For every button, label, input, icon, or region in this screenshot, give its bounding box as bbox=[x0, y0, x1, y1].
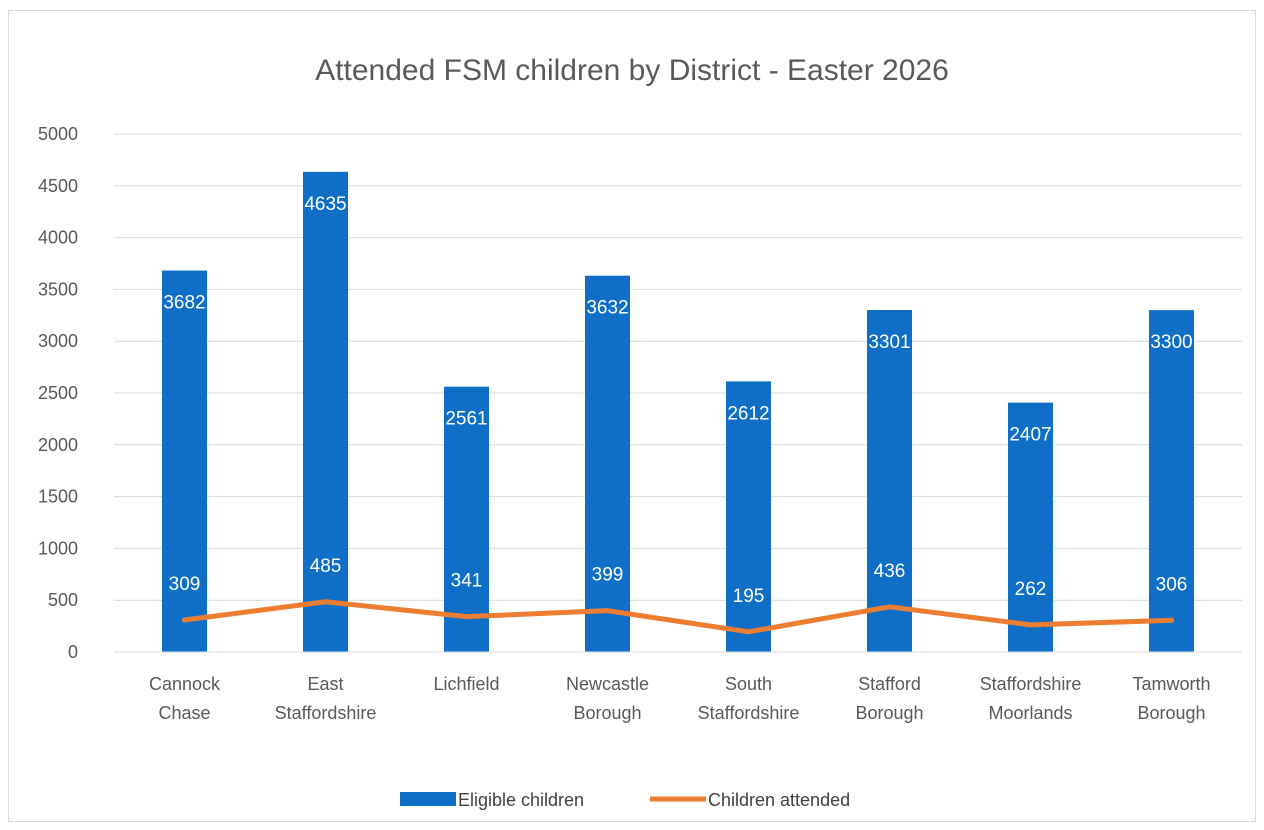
x-tick-label: Newcastle Borough bbox=[566, 674, 649, 723]
bar bbox=[1149, 310, 1194, 652]
x-tick-label: Cannock Chase bbox=[149, 674, 221, 723]
legend-label-eligible: Eligible children bbox=[458, 790, 584, 810]
y-tick-label: 2500 bbox=[38, 383, 78, 403]
line-data-label: 485 bbox=[310, 556, 342, 577]
line-point bbox=[1169, 617, 1174, 623]
line-data-label: 399 bbox=[592, 565, 624, 586]
x-tick-label: Stafford Borough bbox=[855, 674, 923, 723]
bar-data-label: 3300 bbox=[1150, 332, 1192, 353]
chart-title: Attended FSM children by District - East… bbox=[315, 54, 949, 87]
bar-data-label: 3632 bbox=[586, 298, 628, 319]
bar-data-label: 3682 bbox=[163, 293, 205, 314]
legend: Eligible children Children attended bbox=[400, 790, 850, 810]
y-tick-label: 3000 bbox=[38, 331, 78, 351]
line-point bbox=[746, 629, 751, 635]
line-point bbox=[605, 608, 610, 614]
line-point bbox=[887, 604, 892, 610]
line-data-label: 341 bbox=[451, 571, 483, 592]
bar bbox=[162, 270, 207, 652]
y-tick-label: 500 bbox=[48, 590, 78, 610]
bar bbox=[444, 386, 489, 652]
line-data-label: 436 bbox=[874, 561, 906, 582]
x-axis: Cannock Chase East Staffordshire Lichfield Ne… bbox=[114, 651, 1242, 723]
line-point bbox=[464, 614, 469, 620]
bar-data-label: 3301 bbox=[868, 332, 910, 353]
y-tick-label: 4500 bbox=[38, 176, 78, 196]
y-tick-label: 1500 bbox=[38, 487, 78, 507]
bar bbox=[867, 310, 912, 652]
legend-swatch-eligible bbox=[400, 792, 456, 806]
y-tick-label: 3500 bbox=[38, 279, 78, 299]
y-tick-label: 0 bbox=[68, 642, 78, 662]
bar-series: 3682 4635 2561 3632 2612 3301 2407 3300 bbox=[162, 171, 1194, 652]
line-data-label: 262 bbox=[1015, 579, 1047, 600]
line-point bbox=[182, 617, 187, 623]
bar-data-label: 4635 bbox=[304, 194, 346, 215]
x-tick-label: Staffordshire Moorlands bbox=[980, 674, 1082, 723]
legend-label-attended: Children attended bbox=[708, 790, 850, 810]
y-axis: 0 500 1000 1500 2000 2500 3000 3500 4000 4500 5000 bbox=[38, 124, 78, 662]
bar bbox=[1008, 402, 1053, 652]
y-tick-label: 4000 bbox=[38, 228, 78, 248]
gridlines bbox=[114, 133, 1242, 653]
x-tick-label: South Staffordshire bbox=[698, 674, 800, 723]
bar bbox=[585, 275, 630, 652]
bar-data-label: 2561 bbox=[445, 409, 487, 430]
bar bbox=[303, 171, 348, 652]
x-tick-label: Lichfield bbox=[433, 674, 499, 694]
line-data-label: 306 bbox=[1156, 574, 1188, 595]
bar-data-label: 2407 bbox=[1009, 425, 1051, 446]
line-point bbox=[323, 599, 328, 605]
x-tick-label: Tamworth Borough bbox=[1132, 674, 1210, 723]
line-data-label: 309 bbox=[169, 574, 201, 595]
y-tick-label: 2000 bbox=[38, 435, 78, 455]
y-tick-label: 1000 bbox=[38, 538, 78, 558]
y-tick-label: 5000 bbox=[38, 124, 78, 144]
line-point bbox=[1028, 622, 1033, 628]
line-path bbox=[182, 599, 1174, 635]
line-series: 309 485 341 399 195 436 262 306 bbox=[169, 556, 1188, 635]
bar-data-label: 2612 bbox=[727, 403, 769, 424]
line-data-label: 195 bbox=[733, 586, 765, 607]
bar bbox=[726, 381, 771, 652]
x-tick-label: East Staffordshire bbox=[275, 674, 377, 723]
